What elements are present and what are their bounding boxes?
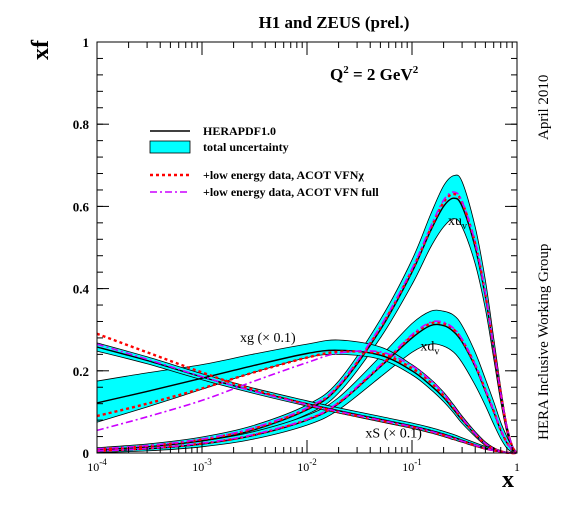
curve-labels: xuv xdv xg (× 0.1) xS (× 0.1)	[240, 214, 467, 441]
y-tick-label: 0.8	[73, 117, 90, 132]
x-tick-label: 10-4	[87, 457, 107, 474]
y-tick-label: 0.6	[73, 199, 90, 214]
q2-annotation: Q2 = 2 GeV2	[330, 64, 419, 84]
curve-label-xdv: xdv	[420, 339, 439, 357]
y-tick-label: 0.2	[73, 364, 89, 379]
x-tick-label: 10-3	[192, 457, 212, 474]
x-tick-label: 1	[514, 460, 520, 474]
curve-label-xs: xS (× 0.1)	[365, 426, 422, 441]
legend-label: +low energy data, ACOT VFNχ	[203, 168, 364, 182]
x-tick-label: 10-1	[402, 457, 422, 474]
legend-label: +low energy data, ACOT VFN full	[203, 185, 379, 199]
y-axis-label: xf	[28, 39, 54, 60]
legend-swatch-band	[149, 140, 191, 154]
side-text-date: April 2010	[536, 75, 552, 140]
x-tick-label: 10-2	[297, 457, 317, 474]
line-xuv-acot-chi	[96, 192, 518, 453]
axis-ticks: 10-4 10-3 10-2 10-1 1 0 0.2 0.4 0.6 0.8 1	[73, 35, 520, 474]
chart-title: H1 and ZEUS (prel.)	[259, 13, 410, 32]
y-tick-label: 0	[83, 446, 90, 461]
x-axis-label: x	[502, 467, 514, 493]
y-tick-label: 0.4	[73, 282, 90, 297]
legend: HERAPDF1.0 total uncertainty +low energy d…	[149, 124, 379, 199]
side-text-group: HERA Inclusive Working Group	[536, 244, 552, 440]
legend-label: total uncertainty	[203, 140, 289, 154]
y-tick-label: 1	[83, 35, 90, 50]
curve-label-xuv: xuv	[448, 214, 467, 232]
line-xdv-acot-full	[96, 320, 517, 454]
curve-label-xg: xg (× 0.1)	[240, 331, 296, 346]
line-xuv-acot-full	[96, 191, 517, 453]
legend-label: HERAPDF1.0	[203, 124, 276, 138]
